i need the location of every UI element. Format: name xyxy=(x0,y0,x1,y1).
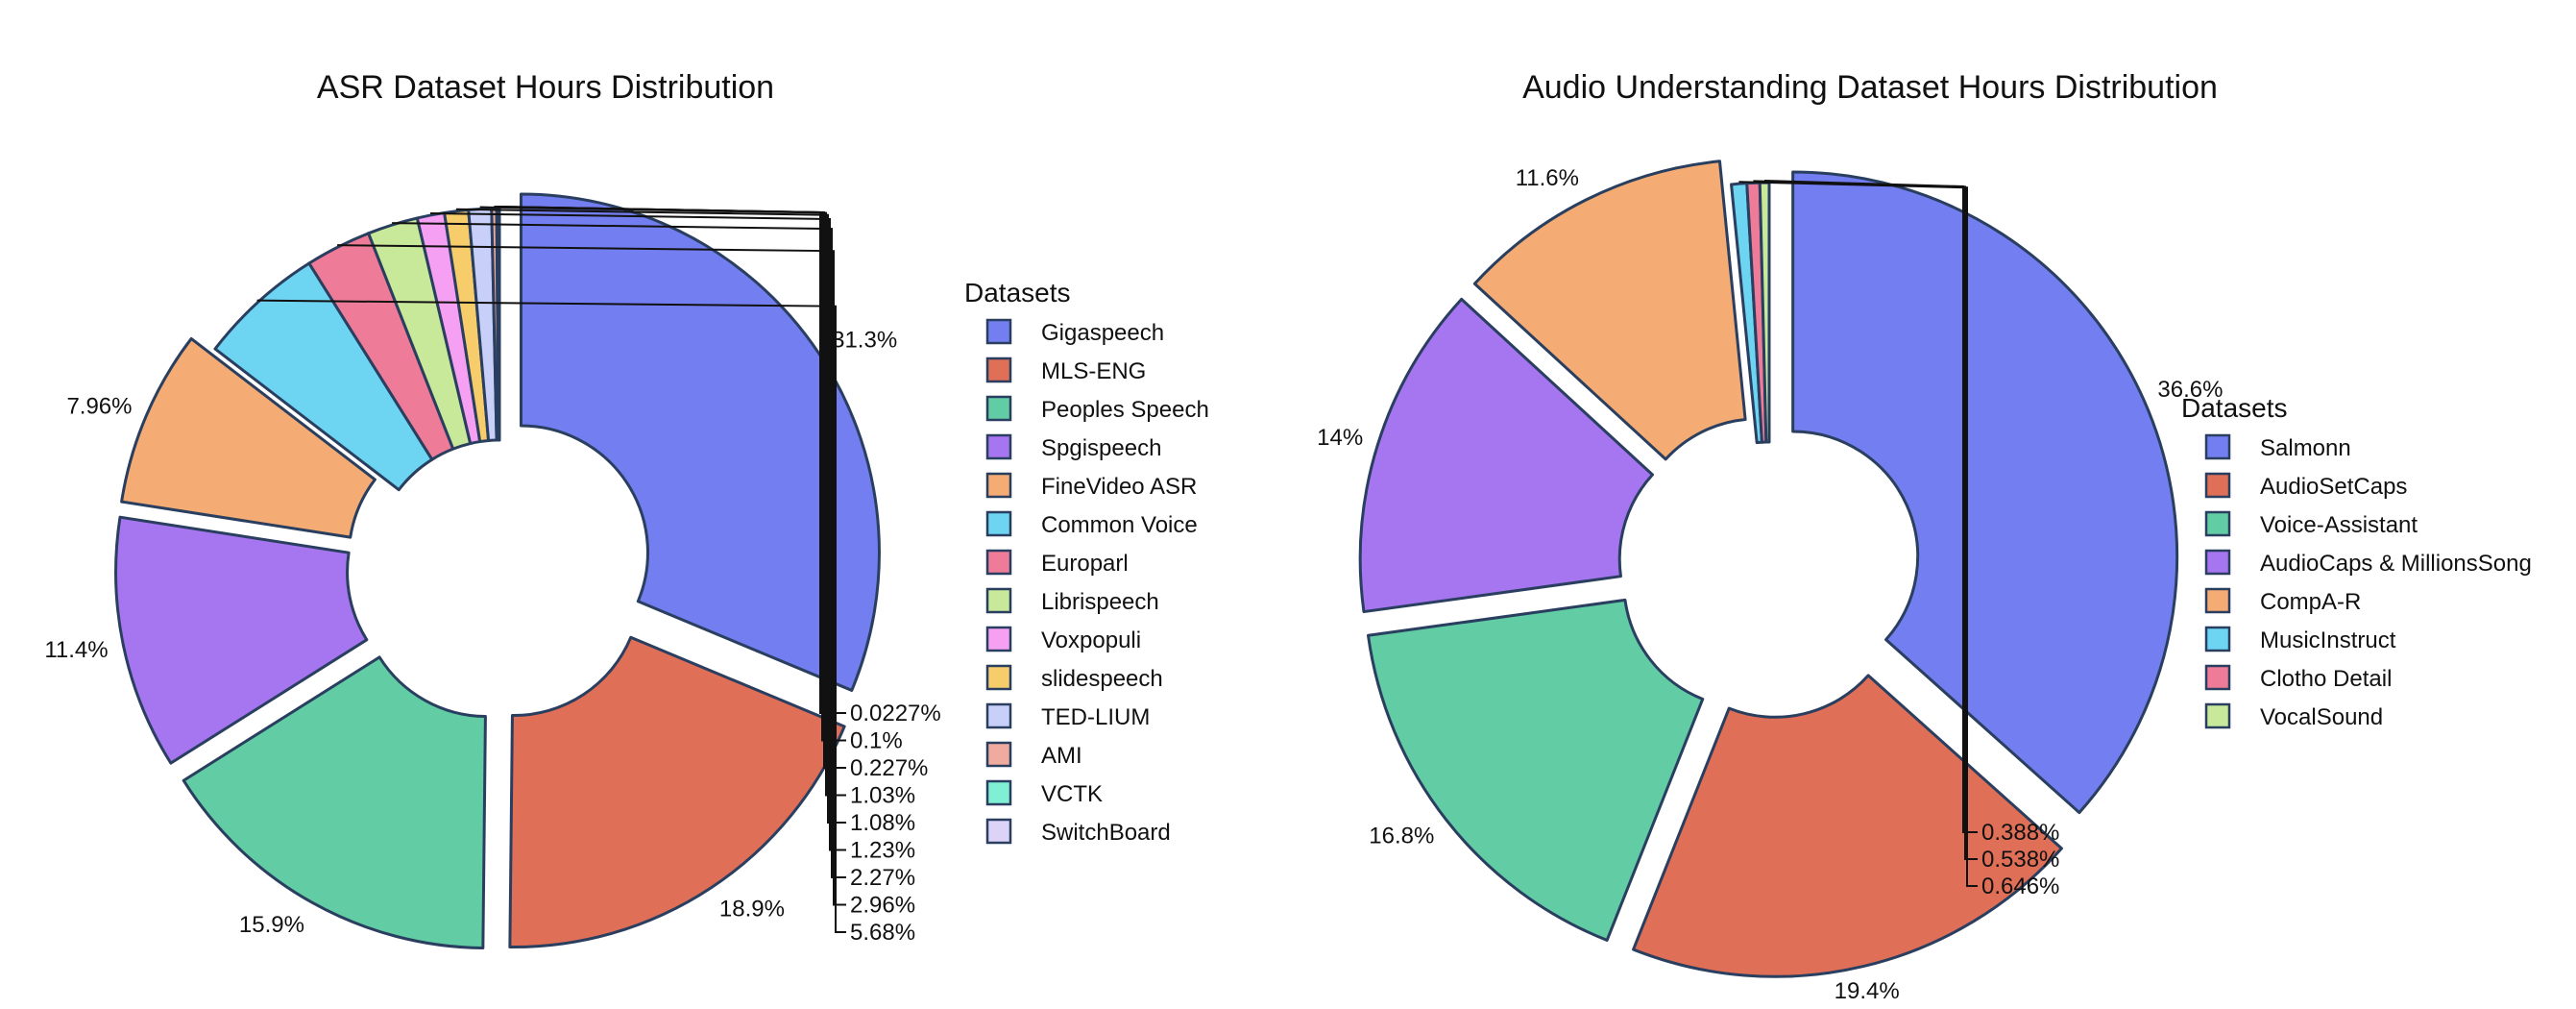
asr-legend-swatch-8[interactable] xyxy=(985,587,1012,614)
asr-slice-label-6: 5.68% xyxy=(850,920,915,946)
asr-slice-label-5: 7.96% xyxy=(66,394,132,420)
asr-legend-swatch-4[interactable] xyxy=(985,433,1012,460)
asr-slice-label-4: 11.4% xyxy=(44,637,108,663)
asr-legend-title: Datasets xyxy=(964,278,1071,308)
asr-legend-swatch-11[interactable] xyxy=(985,702,1012,729)
audio-slice-5 xyxy=(1472,160,1747,461)
asr-leader-line-8 xyxy=(392,222,846,878)
asr-legend-swatch-1[interactable] xyxy=(985,318,1012,345)
asr-legend-label-5[interactable]: FineVideo ASR xyxy=(1041,474,1197,500)
audio-legend: Datasets Salmonn AudioSetCaps Voice-Assist… xyxy=(2181,393,2532,730)
asr-legend-label-3[interactable]: Peoples Speech xyxy=(1041,397,1209,423)
audio-legend-swatch-5[interactable] xyxy=(2204,587,2231,614)
asr-slice-1 xyxy=(519,192,881,692)
asr-slice-label-13: 0.1% xyxy=(850,728,903,754)
audio-leader-line-6 xyxy=(1738,181,1978,887)
asr-leader-line-7 xyxy=(337,244,846,906)
asr-leader-line-6 xyxy=(256,299,846,933)
audio-understanding-pie-chart: Audio Understanding Dataset Hours Distri… xyxy=(1317,69,2532,1004)
audio-chart-title: Audio Understanding Dataset Hours Distri… xyxy=(1522,69,2218,106)
asr-legend-swatch-13[interactable] xyxy=(985,779,1012,806)
asr-slice-label-11: 1.03% xyxy=(850,783,915,809)
audio-legend-swatch-6[interactable] xyxy=(2204,626,2231,652)
asr-legend-swatch-12[interactable] xyxy=(985,741,1012,768)
asr-legend-swatch-6[interactable] xyxy=(985,510,1012,537)
asr-legend-swatch-7[interactable] xyxy=(985,549,1012,576)
audio-legend-label-5[interactable]: CompA-R xyxy=(2260,589,2361,615)
asr-leader-line-10 xyxy=(455,208,846,824)
asr-legend-label-9[interactable]: Voxpopuli xyxy=(1041,628,1141,653)
audio-slices xyxy=(1358,160,2179,978)
audio-legend-label-8[interactable]: VocalSound xyxy=(2260,704,2383,730)
asr-legend-swatch-3[interactable] xyxy=(985,395,1012,422)
audio-legend-swatch-1[interactable] xyxy=(2204,433,2231,460)
asr-slice-label-3: 15.9% xyxy=(239,912,304,938)
asr-slices xyxy=(114,192,881,950)
asr-slice-label-1: 31.3% xyxy=(832,328,897,354)
asr-slice-5 xyxy=(120,336,377,539)
asr-leader-line-9 xyxy=(430,211,846,851)
audio-slice-label-2: 19.4% xyxy=(1835,978,1900,1004)
audio-slice-4 xyxy=(1358,297,1654,614)
asr-legend-label-8[interactable]: Librispeech xyxy=(1041,589,1159,615)
audio-slice-label-4: 14% xyxy=(1317,425,1363,451)
asr-slice-label-9: 1.23% xyxy=(850,838,915,864)
audio-legend-label-6[interactable]: MusicInstruct xyxy=(2260,628,2396,653)
audio-legend-label-7[interactable]: Clotho Detail xyxy=(2260,666,2392,692)
asr-slice-2 xyxy=(508,635,846,949)
audio-slice-label-8: 0.388% xyxy=(1981,820,2059,846)
asr-slice-14 xyxy=(497,207,501,442)
asr-legend-label-2[interactable]: MLS-ENG xyxy=(1041,358,1146,384)
audio-legend-swatch-3[interactable] xyxy=(2204,510,2231,537)
asr-legend-label-10[interactable]: slidespeech xyxy=(1041,666,1163,692)
audio-legend-swatch-7[interactable] xyxy=(2204,664,2231,691)
asr-percent-labels: 31.3% 18.9% 15.9% 11.4% 7.96% 5.68%2.96%2.27%… xyxy=(44,206,941,946)
asr-legend-swatch-2[interactable] xyxy=(985,357,1012,383)
audio-slice-label-1: 36.6% xyxy=(2157,377,2223,403)
audio-slice-label-6: 0.646% xyxy=(1981,874,2059,899)
asr-slice-4 xyxy=(114,515,369,765)
asr-legend-swatch-9[interactable] xyxy=(985,626,1012,652)
asr-legend-label-12[interactable]: AMI xyxy=(1041,743,1082,769)
asr-legend-label-4[interactable]: Spgispeech xyxy=(1041,435,1161,461)
audio-slice-1 xyxy=(1791,170,2179,815)
asr-legend: Datasets Gigaspeech MLS-ENG Peoples Speech… xyxy=(964,278,1209,846)
asr-slice-label-2: 18.9% xyxy=(719,897,785,923)
asr-legend-label-1[interactable]: Gigaspeech xyxy=(1041,320,1164,346)
asr-slice-label-8: 2.27% xyxy=(850,865,915,891)
asr-legend-label-13[interactable]: VCTK xyxy=(1041,781,1103,807)
asr-leader-line-14 xyxy=(498,206,846,714)
audio-legend-swatch-2[interactable] xyxy=(2204,472,2231,499)
asr-legend-swatch-10[interactable] xyxy=(985,664,1012,691)
audio-legend-label-2[interactable]: AudioSetCaps xyxy=(2260,474,2407,500)
asr-slice-label-12: 0.227% xyxy=(850,755,928,781)
asr-pie-chart: ASR Dataset Hours Distribution 31.3% 18.9… xyxy=(44,69,1209,950)
audio-legend-swatch-4[interactable] xyxy=(2204,549,2231,576)
asr-legend-label-14[interactable]: SwitchBoard xyxy=(1041,820,1171,846)
asr-legend-swatch-14[interactable] xyxy=(985,818,1012,845)
audio-leader-line-8 xyxy=(1764,180,1978,833)
asr-chart-title: ASR Dataset Hours Distribution xyxy=(317,69,774,106)
audio-slice-label-7: 0.538% xyxy=(1981,847,2059,873)
audio-legend-label-4[interactable]: AudioCaps & MillionsSong xyxy=(2260,551,2532,577)
asr-slice-label-10: 1.08% xyxy=(850,810,915,836)
audio-legend-label-3[interactable]: Voice-Assistant xyxy=(2260,512,2418,538)
asr-slice-label-14: 0.0227% xyxy=(850,701,941,726)
asr-legend-label-11[interactable]: TED-LIUM xyxy=(1041,704,1150,730)
audio-percent-labels: 36.6% 19.4% 16.8% 14% 11.6% 0.646%0.538%0.388… xyxy=(1317,165,2223,1004)
audio-slice-label-5: 11.6% xyxy=(1516,165,1579,191)
asr-slice-3 xyxy=(182,655,487,950)
audio-slice-label-3: 16.8% xyxy=(1369,823,1434,849)
asr-legend-label-6[interactable]: Common Voice xyxy=(1041,512,1198,538)
asr-legend-swatch-5[interactable] xyxy=(985,472,1012,499)
audio-slice-2 xyxy=(1632,674,2063,978)
audio-legend-title: Datasets xyxy=(2181,393,2288,423)
asr-legend-label-7[interactable]: Europarl xyxy=(1041,551,1129,577)
audio-slice-3 xyxy=(1367,598,1705,942)
audio-legend-swatch-8[interactable] xyxy=(2204,702,2231,729)
audio-legend-label-1[interactable]: Salmonn xyxy=(2260,435,2351,461)
asr-slice-label-7: 2.96% xyxy=(850,893,915,919)
